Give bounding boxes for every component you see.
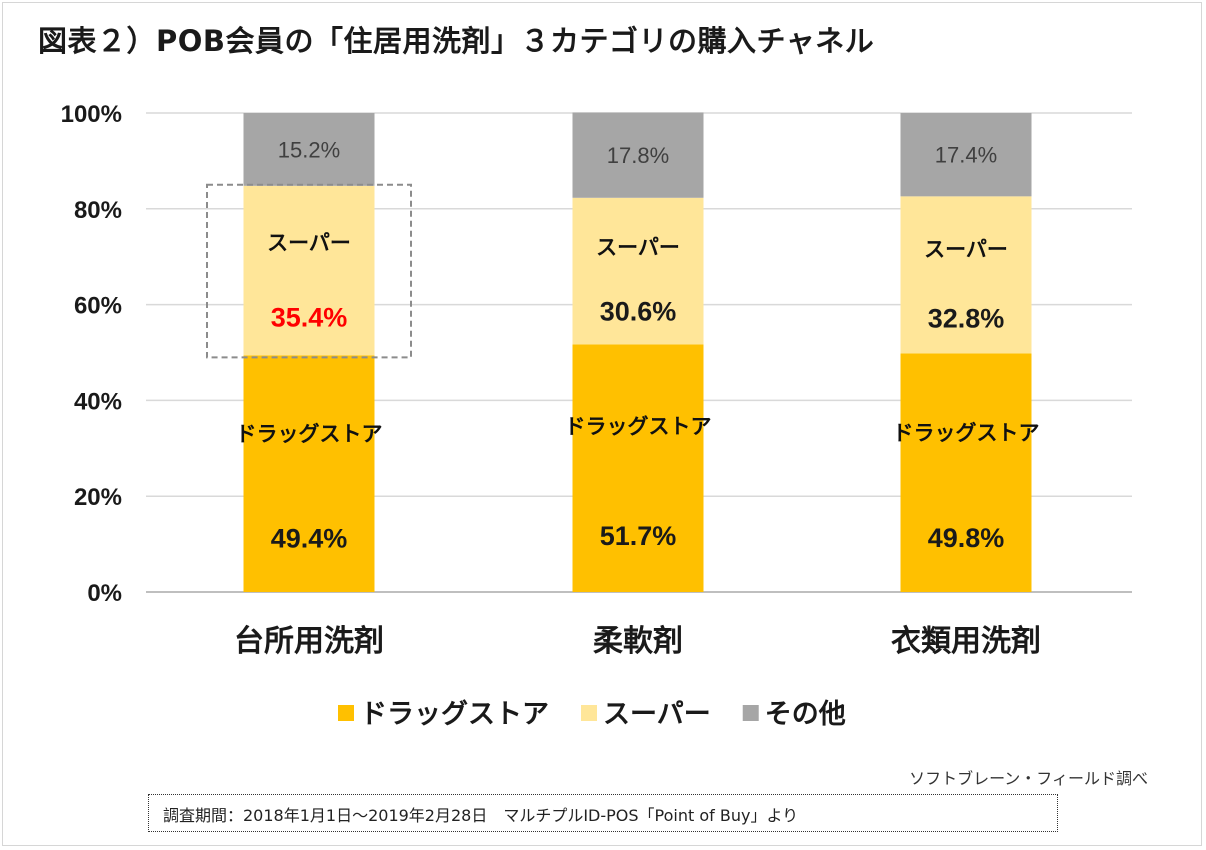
series-name-label: スーパー	[596, 237, 680, 260]
y-tick-label: 100%	[61, 101, 122, 128]
source-credit: ソフトブレーン・フィールド調べ	[909, 769, 1148, 788]
data-label: 30.6%	[600, 297, 677, 327]
data-label: 32.8%	[928, 303, 1005, 333]
y-tick-label: 0%	[87, 580, 122, 607]
data-label: 49.4%	[271, 524, 348, 554]
x-tick-label: 柔軟剤	[593, 625, 683, 658]
survey-period-note: 調査期間：2018年1月1日～2019年2月28日 マルチプルID-POS「Po…	[148, 794, 1058, 832]
legend-swatch	[581, 705, 597, 721]
y-tick-label: 20%	[74, 484, 122, 511]
legend-label: ドラッグストア	[360, 698, 549, 729]
legend-swatch	[742, 705, 759, 721]
data-label: 35.4%	[271, 302, 348, 332]
bar-segment	[243, 113, 375, 186]
x-tick-label: 衣類用洗剤	[891, 625, 1041, 658]
bar-segment	[900, 353, 1032, 592]
data-label: 51.7%	[600, 521, 677, 551]
series-name-label: ドラッグストア	[565, 415, 712, 439]
bar-segment	[243, 355, 375, 592]
series-name-label: スーパー	[924, 239, 1008, 262]
chart-title: 図表２）POB会員の「住居用洗剤」３カテゴリの購入チャネル	[38, 24, 875, 58]
y-tick-label: 60%	[74, 293, 122, 320]
stacked-bar-chart: 0% 20% 40% 60% 80% 100% ドラッグストア 49.4% スーパー 35.4% 1…	[61, 101, 1132, 729]
bar-segment	[572, 112, 704, 198]
data-label: 49.8%	[928, 523, 1005, 553]
bar-segment	[900, 196, 1032, 354]
y-tick-label: 80%	[74, 197, 122, 224]
highlight-box	[206, 183, 412, 359]
y-tick-label: 40%	[74, 388, 122, 415]
x-tick-label: 台所用洗剤	[234, 624, 384, 658]
series-name-label: ドラッグストア	[893, 421, 1040, 445]
bar-segment	[572, 197, 704, 345]
legend-label: スーパー	[603, 699, 711, 729]
data-label: 17.8%	[607, 143, 669, 168]
data-label: 15.2%	[278, 137, 340, 162]
series-name-label: スーパー	[267, 232, 351, 255]
bar-segment	[900, 113, 1032, 197]
bar-segment	[572, 344, 704, 592]
data-label: 17.4%	[935, 143, 997, 168]
legend-label: その他	[765, 699, 846, 729]
series-name-label: ドラッグストア	[236, 422, 383, 446]
legend-swatch	[338, 705, 354, 721]
bar-segment	[243, 185, 375, 356]
